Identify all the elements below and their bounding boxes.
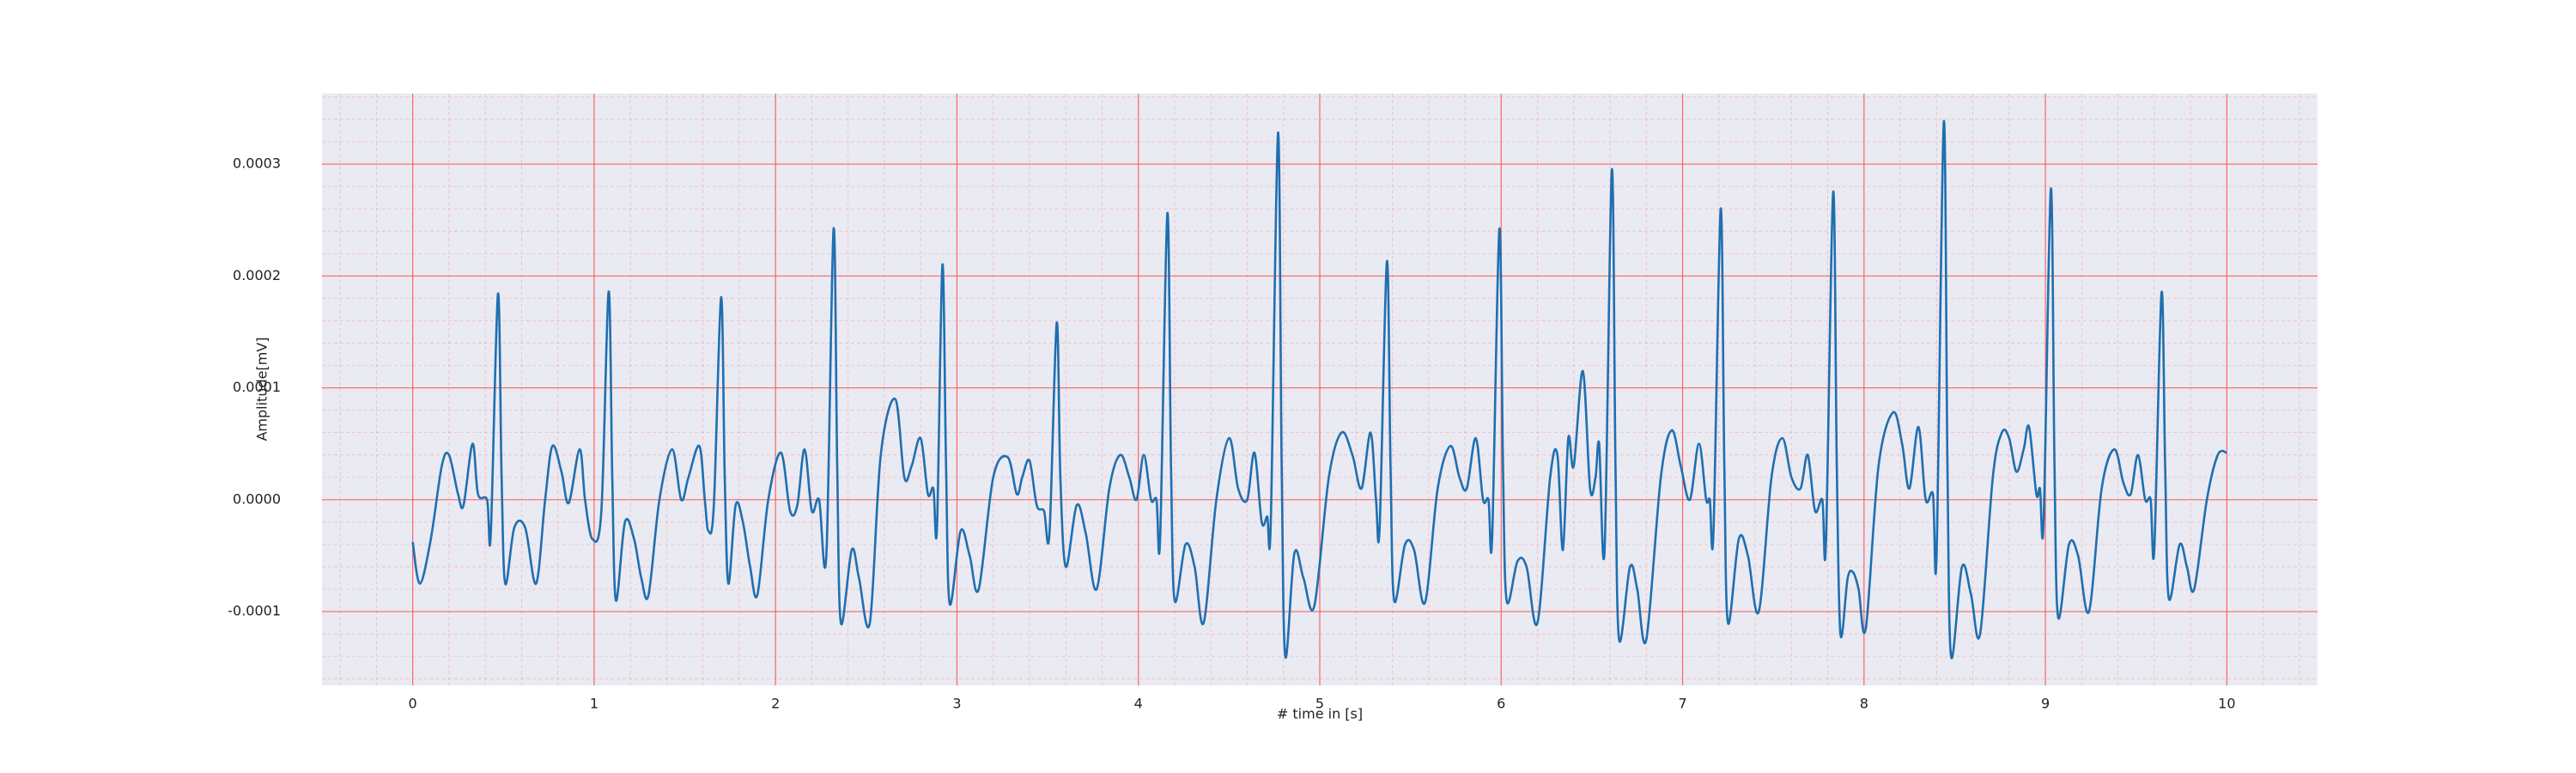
x-axis-label: # time in [s] — [1277, 706, 1363, 722]
y-axis-label: Amplitude[mV] — [254, 337, 270, 441]
x-tick-label: 4 — [1134, 696, 1143, 712]
x-tick-label: 6 — [1497, 696, 1505, 712]
x-tick-label: 8 — [1860, 696, 1868, 712]
x-tick-label: 2 — [771, 696, 780, 712]
y-tick-label: 0.0001 — [233, 379, 281, 395]
y-tick-label: -0.0001 — [228, 603, 281, 619]
x-tick-label: 10 — [2218, 696, 2235, 712]
x-tick-label: 3 — [952, 696, 961, 712]
signal-line — [411, 119, 2227, 660]
y-tick-label: 0.0000 — [233, 490, 281, 507]
y-tick-label: 0.0003 — [233, 155, 281, 172]
x-tick-label: 9 — [2041, 696, 2050, 712]
x-tick-label: 1 — [590, 696, 598, 712]
x-tick-label: 5 — [1315, 696, 1324, 712]
x-tick-label: 7 — [1678, 696, 1686, 712]
x-tick-label: 0 — [409, 696, 417, 712]
y-tick-label: 0.0002 — [233, 267, 281, 283]
